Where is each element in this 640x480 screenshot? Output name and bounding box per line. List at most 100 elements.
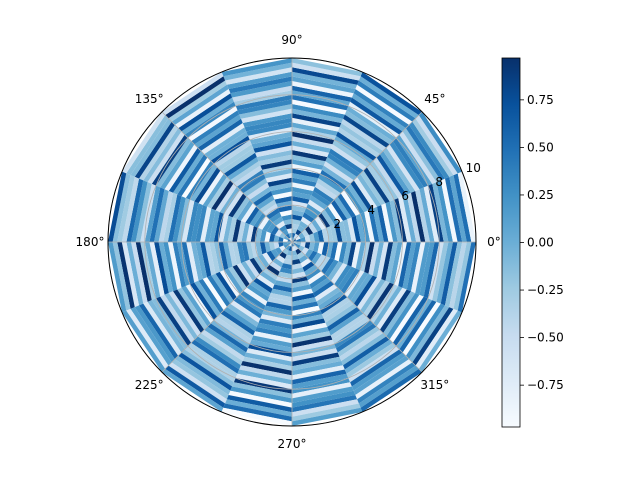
- heatmap-cell: [340, 189, 360, 216]
- heatmap-cell: [246, 182, 270, 200]
- heatmap-cell: [292, 131, 335, 145]
- heatmap-cell: [272, 191, 292, 200]
- heatmap-cell: [440, 178, 458, 242]
- heatmap-cell: [334, 135, 374, 164]
- heatmap-cell: [328, 148, 364, 174]
- heatmap-cell: [292, 394, 358, 413]
- heatmap-cell: [379, 289, 411, 334]
- heatmap-cell: [346, 342, 397, 378]
- heatmap-cell: [292, 322, 328, 334]
- heatmap-cell: [241, 222, 250, 242]
- heatmap-cell: [265, 208, 280, 220]
- heatmap-cell: [316, 178, 341, 197]
- heatmap-cell: [286, 228, 292, 234]
- heatmap-cell: [253, 140, 292, 153]
- heatmap-cell: [292, 90, 351, 106]
- heatmap-cell: [418, 111, 462, 174]
- heatmap-cell: [126, 115, 169, 176]
- heatmap-cell: [364, 210, 375, 242]
- heatmap-cell: [282, 248, 289, 255]
- heatmap-cell: [232, 382, 292, 399]
- heatmap-cell: [292, 267, 305, 275]
- heatmap-cell: [225, 67, 292, 85]
- heatmap-cell: [158, 190, 173, 242]
- heatmap-cell: [300, 258, 312, 268]
- heatmap-cell: [181, 286, 211, 327]
- heatmap-cell: [232, 85, 292, 102]
- angular-tick-label: 225°: [135, 378, 164, 392]
- heatmap-cell: [366, 282, 394, 321]
- heatmap-cell: [406, 242, 421, 292]
- heatmap-cell: [158, 242, 173, 294]
- heatmap-cell: [357, 173, 382, 207]
- heatmap-cell: [168, 80, 227, 122]
- heatmap-cell: [402, 128, 441, 183]
- heatmap-cell: [292, 271, 307, 279]
- heatmap-cell: [321, 297, 351, 319]
- heatmap-cell: [292, 76, 356, 94]
- heatmap-cell: [209, 210, 220, 242]
- heatmap-cell: [283, 259, 292, 265]
- heatmap-cell: [292, 99, 347, 115]
- heatmap-cell: [288, 246, 292, 252]
- heatmap-cell: [181, 349, 234, 387]
- heatmap-cell: [326, 226, 334, 242]
- heatmap-cell: [224, 189, 244, 216]
- heatmap-cell: [239, 174, 266, 194]
- heatmap-cell: [167, 194, 182, 242]
- heatmap-cell: [256, 150, 292, 162]
- heatmap-cell: [283, 235, 289, 241]
- heatmap-cell: [309, 233, 315, 242]
- heatmap-cell: [255, 327, 292, 339]
- heatmap-cell: [181, 199, 195, 242]
- heatmap-cell: [292, 331, 331, 344]
- colorbar-tick-label: 0.75: [527, 93, 554, 107]
- heatmap-cell: [399, 131, 437, 184]
- heatmap-cell: [292, 386, 354, 403]
- heatmap-cell: [344, 110, 393, 145]
- polar-axes-frame: [107, 57, 477, 427]
- heatmap-cell: [355, 84, 413, 125]
- heatmap-cell: [177, 287, 208, 330]
- heatmap-cell: [228, 390, 292, 408]
- heatmap-cell: [411, 190, 426, 242]
- heatmap-cell: [262, 268, 278, 281]
- heatmap-cell: [256, 195, 275, 210]
- heatmap-cell: [360, 242, 371, 272]
- heatmap-cell: [292, 214, 303, 221]
- heatmap-cell: [334, 196, 352, 220]
- heatmap-cell: [269, 293, 292, 302]
- heatmap-cell: [207, 275, 231, 308]
- heatmap-cell: [334, 242, 343, 262]
- heatmap-cell: [239, 365, 292, 380]
- angular-tick-label: 135°: [135, 92, 164, 106]
- heatmap-cell: [266, 222, 276, 234]
- heatmap-cell: [336, 131, 377, 161]
- heatmap-cell: [211, 180, 234, 211]
- heatmap-cell: [143, 301, 182, 356]
- heatmap-cell: [207, 176, 231, 209]
- heatmap-cell: [258, 318, 292, 330]
- heatmap-cell: [292, 284, 312, 293]
- heatmap-cell: [337, 193, 356, 218]
- heatmap-cell: [108, 242, 127, 313]
- heatmap-cell: [126, 308, 169, 369]
- heatmap-cell: [241, 202, 257, 223]
- heatmap-cell: [357, 80, 416, 122]
- heatmap-cell: [292, 288, 314, 298]
- heatmap-cell: [134, 121, 175, 179]
- radial-tick-label: 2: [333, 217, 341, 231]
- heatmap-cell: [292, 122, 338, 136]
- heatmap-cell: [252, 191, 273, 207]
- heatmap-cell: [398, 196, 412, 242]
- heatmap-cell: [233, 165, 263, 187]
- polar-gridlines: [107, 57, 477, 427]
- heatmap-cell: [223, 215, 233, 242]
- heatmap-cell: [292, 242, 294, 247]
- angular-tick-label: 270°: [278, 437, 307, 451]
- heatmap-cell: [409, 305, 450, 363]
- heatmap-cell: [265, 264, 280, 276]
- heatmap-cell: [154, 242, 169, 295]
- heatmap-cell: [368, 208, 380, 242]
